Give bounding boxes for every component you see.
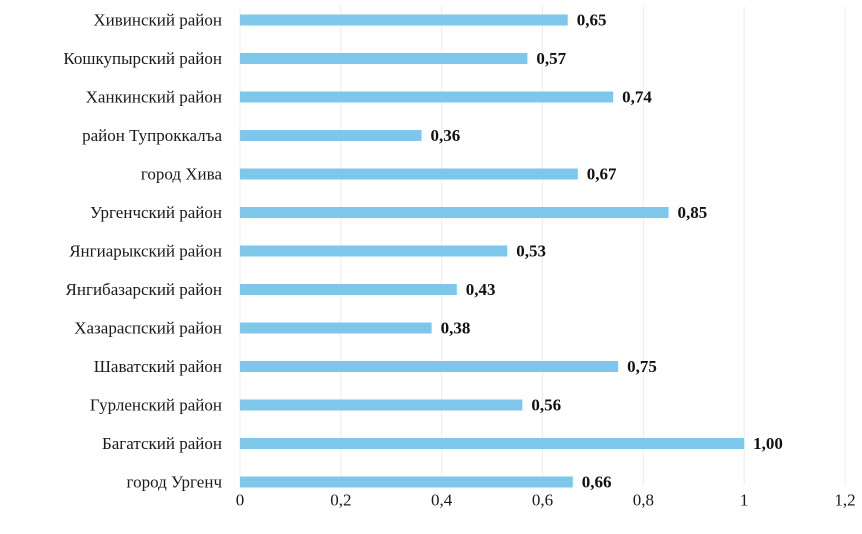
value-label-11: 1,00 [753,434,783,453]
bar-11 [240,438,745,449]
bar-2 [240,91,614,103]
category-label-4: город Хива [141,165,223,184]
x-tick-label-3: 0,6 [532,491,553,510]
category-label-1: Кошкупырский район [63,49,222,68]
value-label-1: 0,57 [536,49,566,68]
x-tick-label-4: 0,8 [633,491,654,510]
category-label-3: район Тупроккалъа [82,126,222,145]
x-tick-label-2: 0,4 [431,491,453,510]
bar-0 [240,14,568,26]
x-tick-label-6: 1,2 [834,491,855,510]
x-tick-label-5: 1 [740,491,749,510]
category-labels: Хивинский район Кошкупырский район Ханкинс… [63,11,222,492]
value-label-10: 0,56 [531,396,561,415]
bar-10 [240,399,523,411]
value-labels: 0,65 0,57 0,74 0,36 0,67 0,85 0,53 0,43 0,38 0,75… [431,11,783,492]
bar-9 [240,361,619,372]
bars [240,14,745,488]
category-label-12: город Ургенч [127,473,223,492]
value-label-9: 0,75 [627,357,657,376]
bar-7 [240,284,457,295]
x-tick-label-1: 0,2 [330,491,351,510]
value-label-7: 0,43 [466,280,496,299]
category-label-2: Ханкинский район [86,88,222,107]
bar-3 [240,130,422,141]
category-label-10: Гурленский район [90,396,222,415]
category-label-0: Хивинский район [93,11,222,30]
value-label-4: 0,67 [587,165,617,184]
value-label-2: 0,74 [622,88,652,107]
bar-1 [240,53,528,64]
category-label-9: Шаватский район [94,357,222,376]
bar-8 [240,322,432,334]
bar-5 [240,207,669,218]
value-label-8: 0,38 [441,319,471,338]
x-tick-label-0: 0 [236,491,245,510]
value-label-0: 0,65 [577,11,607,30]
bar-6 [240,245,508,257]
value-label-12: 0,66 [582,473,612,492]
category-label-7: Янгибазарский район [66,280,222,299]
category-label-11: Багатский район [102,434,222,453]
category-label-8: Хазараспский район [74,319,222,338]
value-label-3: 0,36 [431,126,461,145]
category-label-5: Ургенчский район [90,203,222,222]
bar-4 [240,168,578,180]
category-label-6: Янгиарыкский район [69,242,222,261]
value-label-6: 0,53 [516,242,546,261]
bar-12 [240,476,573,488]
value-label-5: 0,85 [678,203,708,222]
x-axis-tick-labels: 0 0,2 0,4 0,6 0,8 1 1,2 [236,491,856,510]
